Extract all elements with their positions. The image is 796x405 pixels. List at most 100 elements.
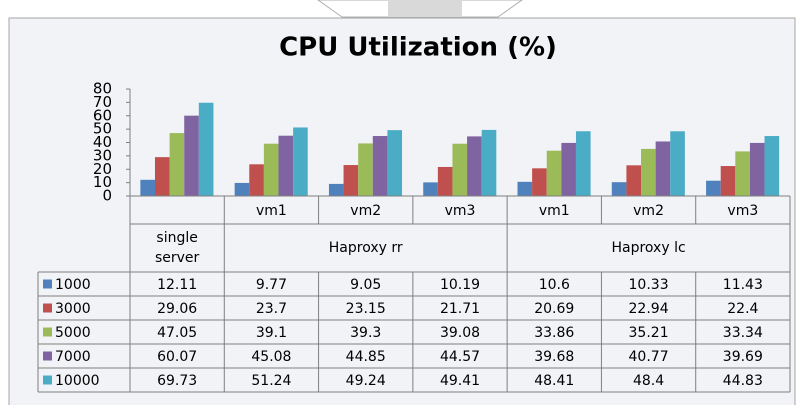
table-value: 47.05 xyxy=(157,325,197,341)
table-value: 48.41 xyxy=(534,373,574,389)
table-value: 39.3 xyxy=(350,325,381,341)
bar xyxy=(532,168,547,196)
y-tick-label: 60 xyxy=(93,106,112,124)
x-tick-label: vm3 xyxy=(727,203,758,219)
bar xyxy=(184,115,199,196)
bar xyxy=(452,143,468,196)
table-value: 39.69 xyxy=(723,349,763,365)
bar xyxy=(467,136,482,196)
table-value: 40.77 xyxy=(629,349,669,365)
legend-label: 7000 xyxy=(55,349,91,365)
table-value: 45.08 xyxy=(251,349,291,365)
x-tick-label: vm1 xyxy=(256,203,287,219)
y-tick-label: 20 xyxy=(93,160,112,178)
legend-label: 1000 xyxy=(55,277,91,293)
bar xyxy=(169,133,185,196)
table-value: 44.85 xyxy=(346,349,386,365)
table-value: 22.94 xyxy=(629,301,669,317)
bar xyxy=(655,141,671,196)
bar xyxy=(140,179,155,196)
table-value: 10.33 xyxy=(629,277,669,293)
bar xyxy=(575,131,591,196)
y-tick-label: 30 xyxy=(93,146,112,164)
table-value: 10.6 xyxy=(539,277,570,293)
table-value: 9.77 xyxy=(256,277,287,293)
bar xyxy=(249,164,264,196)
bar xyxy=(437,166,453,196)
bar xyxy=(481,129,497,196)
chart-frame xyxy=(8,17,796,405)
group-label: Haproxy lc xyxy=(611,240,685,256)
legend-key xyxy=(43,351,52,361)
y-tick-label: 10 xyxy=(93,173,112,191)
table-value: 33.34 xyxy=(723,325,763,341)
group-label: Haproxy rr xyxy=(329,240,403,256)
y-tick-label: 40 xyxy=(93,133,112,151)
bar xyxy=(749,142,765,196)
bar xyxy=(423,182,438,196)
bar xyxy=(720,166,736,196)
table-value: 60.07 xyxy=(157,349,197,365)
table-value: 49.41 xyxy=(440,373,480,389)
window-tab-center xyxy=(388,0,462,17)
bar xyxy=(670,131,685,196)
bar xyxy=(372,136,388,196)
bar xyxy=(198,102,214,196)
bar xyxy=(343,165,359,196)
table-value: 49.24 xyxy=(346,373,386,389)
legend-key xyxy=(43,375,52,385)
bar xyxy=(546,150,562,196)
table-value: 11.43 xyxy=(723,277,763,293)
bar xyxy=(706,180,721,196)
y-tick-label: 50 xyxy=(93,120,112,138)
table-value: 12.11 xyxy=(157,277,197,293)
bar xyxy=(293,127,308,196)
table-value: 44.57 xyxy=(440,349,480,365)
legend-label: 3000 xyxy=(55,301,91,317)
table-value: 22.4 xyxy=(727,301,758,317)
bar xyxy=(387,130,403,196)
table-value: 33.86 xyxy=(534,325,574,341)
bar xyxy=(517,181,533,196)
table-value: 69.73 xyxy=(157,373,197,389)
table-value: 23.7 xyxy=(256,301,287,317)
legend-key xyxy=(43,303,52,313)
table-value: 39.68 xyxy=(534,349,574,365)
legend-label: 5000 xyxy=(55,325,91,341)
bar xyxy=(641,148,656,196)
bar xyxy=(764,136,780,196)
bar xyxy=(234,182,250,196)
table-value: 39.08 xyxy=(440,325,480,341)
bar xyxy=(278,135,294,196)
bar xyxy=(358,143,373,196)
table-value: 9.05 xyxy=(350,277,381,293)
x-tick-label: vm2 xyxy=(633,203,664,219)
table-value: 39.1 xyxy=(256,325,287,341)
x-tick-label: vm1 xyxy=(539,203,570,219)
table-value: 20.69 xyxy=(534,301,574,317)
y-tick-label: 70 xyxy=(93,93,112,111)
group-label: single server xyxy=(154,230,200,266)
bar xyxy=(626,165,642,196)
x-tick-label: vm3 xyxy=(445,203,476,219)
y-tick-label: 0 xyxy=(102,187,112,205)
bar xyxy=(561,142,576,196)
table-value: 10.19 xyxy=(440,277,480,293)
bar xyxy=(263,143,279,196)
bar xyxy=(735,151,750,196)
legend-label: 10000 xyxy=(55,373,100,389)
legend-key xyxy=(43,327,52,337)
table-value: 48.4 xyxy=(633,373,664,389)
table-value: 35.21 xyxy=(629,325,669,341)
bar xyxy=(154,157,170,196)
bar xyxy=(611,182,627,196)
table-value: 21.71 xyxy=(440,301,480,317)
table-value: 29.06 xyxy=(157,301,197,317)
x-tick-label: vm2 xyxy=(350,203,381,219)
legend-key xyxy=(43,279,52,289)
group-label-box: single server xyxy=(154,230,200,266)
y-tick-label: 80 xyxy=(93,80,112,98)
table-value: 51.24 xyxy=(251,373,291,389)
